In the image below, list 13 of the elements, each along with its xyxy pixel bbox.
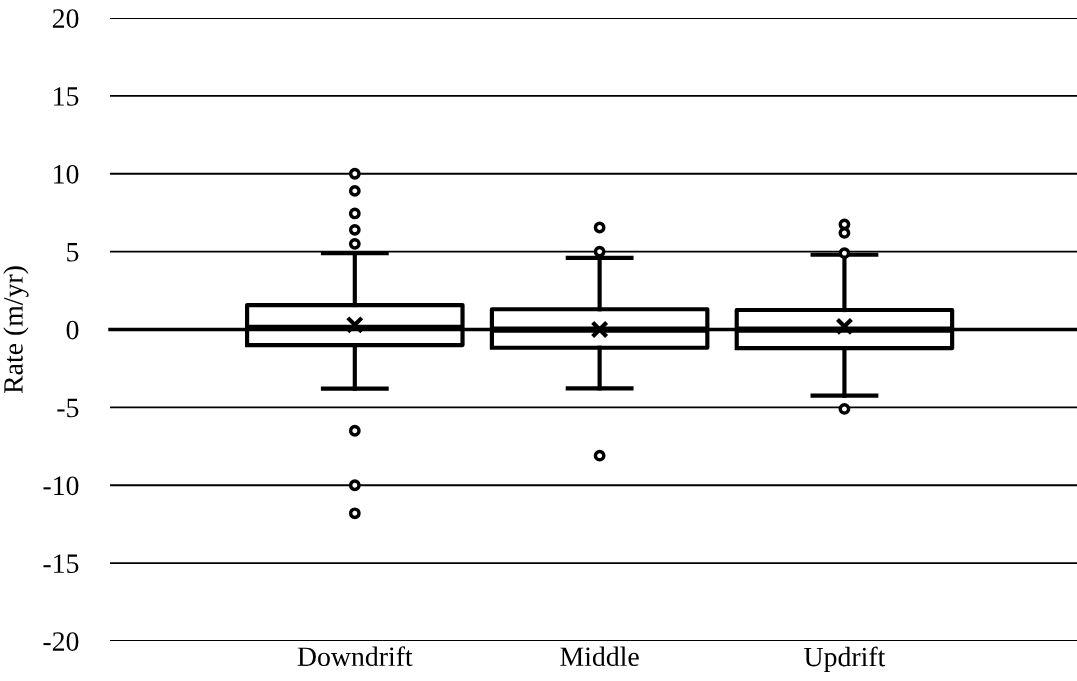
y-tick-label: -15 bbox=[43, 554, 79, 574]
x-tick-label: Updrift bbox=[804, 646, 886, 673]
y-tick-label: 0 bbox=[66, 320, 79, 340]
y-tick-label: -20 bbox=[43, 632, 79, 651]
y-tick-label: 20 bbox=[52, 9, 79, 28]
y-axis-title: Rate (m/yr) bbox=[3, 266, 29, 394]
x-tick-label: Middle bbox=[560, 646, 639, 667]
y-tick-label: 5 bbox=[67, 243, 79, 262]
y-tick-label: 15 bbox=[54, 87, 79, 106]
y-tick-label: -5 bbox=[57, 398, 79, 418]
y-tick-label: -10 bbox=[43, 476, 79, 496]
y-tick-label: 10 bbox=[54, 164, 79, 184]
x-tick-label: Downdrift bbox=[297, 646, 413, 667]
